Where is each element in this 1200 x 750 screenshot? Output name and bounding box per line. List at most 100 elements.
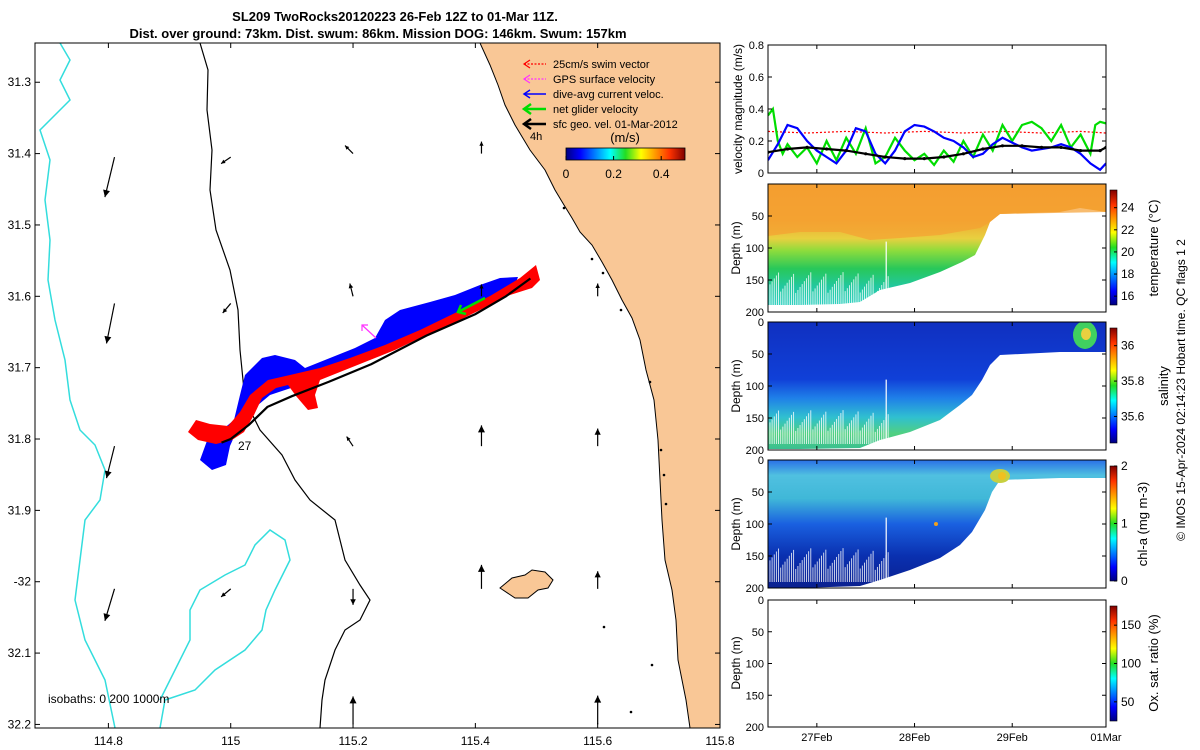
oxygen-clabel: Ox. sat. ratio (%) xyxy=(1146,614,1161,712)
salinity-section xyxy=(768,322,1106,449)
colorbar-tick-label: 1 xyxy=(1121,517,1128,531)
oxygen-colorbar-ticks: 50 100 150 xyxy=(1114,618,1141,709)
geo-velocity-arrow xyxy=(344,145,354,155)
salinity-y-axis: 0 50 100 150 200 xyxy=(746,317,1106,457)
map-x-axis: 114.8 115 115.2 115.4 115.6 115.8 xyxy=(94,43,735,748)
colorbar-unit: (m/s) xyxy=(610,130,640,145)
series-line-swim-vector xyxy=(768,130,1106,134)
geo-vel-point xyxy=(1039,145,1044,149)
y-tick-label: 0.2 xyxy=(749,136,764,148)
title-line-1: SL209 TwoRocks20120223 26-Feb 12Z to 01-… xyxy=(232,9,558,24)
speed-colorbar-ticks: 0 0.2 0.4 xyxy=(563,156,670,181)
colorbar-tick-label: 0 xyxy=(563,167,570,181)
geo-velocity-arrows xyxy=(103,141,602,725)
legend-label: net glider velocity xyxy=(553,104,638,116)
y-tick-label: 100 xyxy=(746,381,764,393)
y-tick-label: 100 xyxy=(746,519,764,531)
y-tick-label: 200 xyxy=(746,583,764,595)
y-tick-label: 50 xyxy=(752,627,764,639)
speed-colorbar xyxy=(565,147,686,161)
geo-vel-point xyxy=(785,147,790,151)
land-mass xyxy=(479,43,720,728)
y-tick-label: 32.1 xyxy=(8,646,32,660)
geo-velocity-arrow xyxy=(103,588,116,622)
geo-velocity-arrow xyxy=(349,696,357,725)
y-tick-label: 31.6 xyxy=(8,289,32,303)
chla-panel: 0 50 100 150 200 Depth (m) 0 1 2 chl-a (mg m-3… xyxy=(729,455,1150,595)
isobath-1000m xyxy=(39,43,291,728)
y-tick-label: 0 xyxy=(758,317,764,329)
colorbar-tick-label: 100 xyxy=(1121,657,1141,671)
legend-gps-surface: GPS surface velocity xyxy=(522,74,656,86)
geo-velocity-arrow xyxy=(103,157,116,198)
salinity-colorbar xyxy=(1109,327,1118,444)
chla-y-axis: 0 50 100 150 200 xyxy=(746,455,1106,595)
x-tick-label: 28Feb xyxy=(899,732,930,744)
geo-velocity-arrow xyxy=(222,303,232,314)
colorbar-tick-label: 50 xyxy=(1121,695,1135,709)
x-tick-label: 115.4 xyxy=(461,734,490,748)
geo-vel-point xyxy=(942,155,946,159)
temperature-colorbar xyxy=(1109,189,1118,306)
legend-label: dive-avg current veloc. xyxy=(553,89,664,101)
colorbar-tick-label: 2 xyxy=(1121,459,1128,473)
y-tick-label: 31.3 xyxy=(8,75,32,89)
time-x-axis: 27Feb 28Feb 29Feb 01Mar xyxy=(801,45,1122,744)
y-tick-label: 150 xyxy=(746,413,764,425)
legend-swim-vector: 25cm/s swim vector xyxy=(522,59,650,71)
legend-label: 25cm/s swim vector xyxy=(553,59,650,71)
y-tick-label: 31.9 xyxy=(8,503,32,517)
colorbar-tick-label: 16 xyxy=(1121,289,1135,303)
glider-track xyxy=(221,277,532,444)
y-tick-label: 150 xyxy=(746,690,764,702)
geo-vel-point xyxy=(961,152,965,156)
x-tick-label: 114.8 xyxy=(94,734,123,748)
velocity-panel: 0 0.2 0.4 0.6 0.8 velocity magnitude (m/s) xyxy=(731,40,1107,180)
chla-ylabel: Depth (m) xyxy=(729,497,743,550)
velocity-ylabel: velocity magnitude (m/s) xyxy=(731,44,745,174)
legend-label: sfc geo. vel. 01-Mar-2012 xyxy=(553,119,678,131)
geo-vel-point xyxy=(1059,145,1063,149)
geo-vel-point xyxy=(844,149,848,153)
x-tick-label: 115.2 xyxy=(338,734,367,748)
geo-velocity-arrow xyxy=(220,588,232,598)
salinity-peak-patch xyxy=(1081,328,1091,340)
x-tick-label: 115.8 xyxy=(705,734,734,748)
title-line-2: Dist. over ground: 73km. Dist. swum: 86k… xyxy=(129,26,626,41)
y-tick-label: 0 xyxy=(758,168,764,180)
colorbar-tick-label: 20 xyxy=(1121,245,1135,259)
gps-surface-arrow xyxy=(361,324,377,339)
geo-velocity-arrow xyxy=(350,588,356,605)
geo-velocity-arrow xyxy=(346,436,354,447)
geo-velocity-arrow xyxy=(479,284,484,297)
legend-label: GPS surface velocity xyxy=(553,74,656,86)
scale-label: 4h xyxy=(530,131,542,143)
map-legend: 25cm/s swim vector GPS surface velocity … xyxy=(521,59,686,181)
geo-velocity-arrow xyxy=(595,283,600,297)
geo-vel-point xyxy=(864,152,868,156)
swim-vector-swath xyxy=(188,265,540,444)
geo-vel-point xyxy=(1098,149,1102,153)
y-tick-label: 31.7 xyxy=(8,361,32,375)
y-tick-label: 0.8 xyxy=(749,40,764,52)
geo-vel-point xyxy=(805,145,809,149)
geo-vel-point xyxy=(1079,149,1083,153)
geo-velocity-arrow xyxy=(594,428,601,447)
y-tick-label: 150 xyxy=(746,551,764,563)
isobath-legend: isobaths: 0 200 1000m xyxy=(48,692,169,706)
y-tick-label: 0 xyxy=(758,595,764,607)
temperature-ylabel: Depth (m) xyxy=(729,221,743,274)
geo-velocity-arrow xyxy=(477,564,485,589)
legend-dive-avg: dive-avg current veloc. xyxy=(522,89,664,101)
geo-velocity-arrow xyxy=(477,425,485,447)
salinity-clabel: salinity xyxy=(1156,366,1171,406)
colorbar-tick-label: 24 xyxy=(1121,201,1135,215)
temperature-clabel: temperature (°C) xyxy=(1146,200,1161,297)
colorbar-tick-label: 36 xyxy=(1121,339,1135,353)
y-tick-label: 200 xyxy=(746,722,764,734)
series-line-net-glider-velocity xyxy=(768,106,1106,167)
geo-vel-point xyxy=(981,147,985,151)
x-tick-label: 115.6 xyxy=(583,734,612,748)
velocity-series xyxy=(768,106,1106,172)
